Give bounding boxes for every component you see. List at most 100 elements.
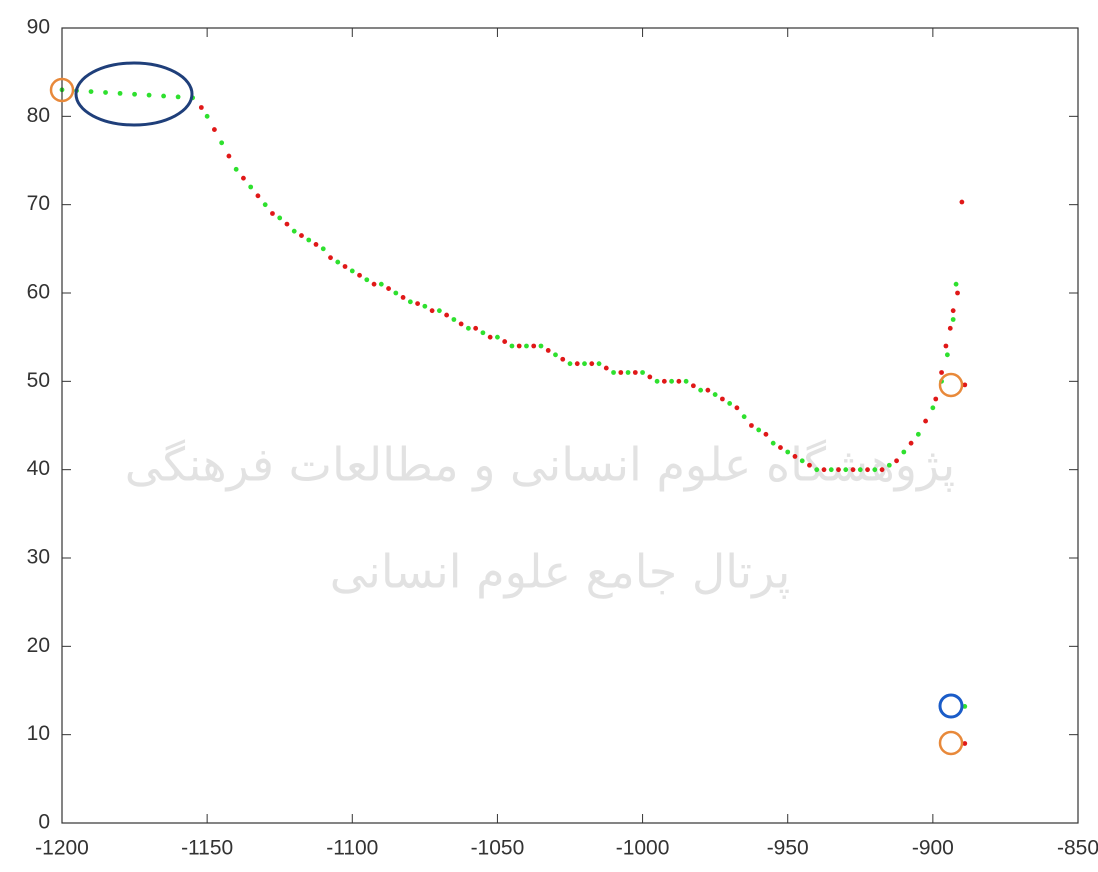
point — [408, 299, 413, 304]
point — [292, 229, 297, 234]
point — [814, 467, 819, 472]
watermark: پژوهشگاه علوم انسانی و مطالعات فرهنگی — [125, 438, 955, 493]
point — [880, 467, 885, 472]
point — [248, 185, 253, 190]
point — [604, 366, 609, 371]
point — [299, 233, 304, 238]
x-tick-label: -1100 — [326, 837, 378, 860]
point — [829, 467, 834, 472]
point — [872, 467, 877, 472]
point — [589, 361, 594, 366]
point — [437, 308, 442, 313]
point — [955, 291, 960, 296]
point — [735, 405, 740, 410]
point — [669, 379, 674, 384]
point — [488, 335, 493, 340]
point — [836, 467, 841, 472]
point — [582, 361, 587, 366]
point — [684, 379, 689, 384]
y-tick-label: 90 — [27, 16, 50, 39]
y-tick-label: 10 — [27, 722, 50, 745]
point — [959, 200, 964, 205]
point — [481, 330, 486, 335]
point — [451, 317, 456, 322]
point — [933, 397, 938, 402]
point — [212, 127, 217, 132]
point — [328, 255, 333, 260]
y-tick-label: 60 — [27, 281, 50, 304]
x-tick-label: -1200 — [35, 837, 89, 860]
point — [901, 450, 906, 455]
point — [705, 388, 710, 393]
point — [618, 370, 623, 375]
point — [306, 238, 311, 243]
x-tick-label: -1050 — [471, 837, 525, 860]
point — [662, 379, 667, 384]
point — [771, 441, 776, 446]
point — [531, 344, 536, 349]
point — [350, 269, 355, 274]
point — [379, 282, 384, 287]
point — [466, 326, 471, 331]
point — [234, 167, 239, 172]
point — [691, 383, 696, 388]
point — [676, 379, 681, 384]
point — [764, 432, 769, 437]
x-tick-label: -1000 — [616, 837, 670, 860]
point — [256, 193, 261, 198]
point — [161, 94, 166, 99]
point — [887, 463, 892, 468]
point — [553, 352, 558, 357]
point — [430, 308, 435, 313]
point — [793, 454, 798, 459]
point — [415, 301, 420, 306]
point — [640, 370, 645, 375]
point — [321, 246, 326, 251]
point — [944, 344, 949, 349]
point — [227, 154, 232, 159]
point — [568, 361, 573, 366]
y-tick-label: 80 — [27, 104, 50, 127]
x-tick-label: -950 — [767, 837, 809, 860]
point — [118, 91, 123, 96]
point — [611, 370, 616, 375]
point — [698, 388, 703, 393]
point — [473, 326, 478, 331]
point — [742, 414, 747, 419]
point — [749, 423, 754, 428]
point — [199, 105, 204, 110]
point — [800, 458, 805, 463]
point — [132, 92, 137, 97]
point — [89, 89, 94, 94]
point — [422, 304, 427, 309]
point — [785, 450, 790, 455]
point — [713, 392, 718, 397]
point — [277, 216, 282, 221]
point — [285, 222, 290, 227]
point — [343, 264, 348, 269]
point — [270, 211, 275, 216]
point — [948, 326, 953, 331]
point — [314, 242, 319, 247]
point — [865, 467, 870, 472]
y-tick-label: 20 — [27, 634, 50, 657]
point — [386, 286, 391, 291]
point — [843, 467, 848, 472]
point — [822, 467, 827, 472]
point — [364, 277, 369, 282]
point — [502, 339, 507, 344]
point — [778, 445, 783, 450]
ticks — [62, 28, 1078, 823]
point — [945, 352, 950, 357]
highlight — [940, 695, 962, 717]
point — [524, 344, 529, 349]
point — [807, 463, 812, 468]
point — [517, 344, 522, 349]
point — [939, 370, 944, 375]
point — [655, 379, 660, 384]
point — [951, 317, 956, 322]
point — [756, 428, 761, 433]
point — [219, 140, 224, 145]
y-tick-label: 40 — [27, 457, 50, 480]
point — [633, 370, 638, 375]
